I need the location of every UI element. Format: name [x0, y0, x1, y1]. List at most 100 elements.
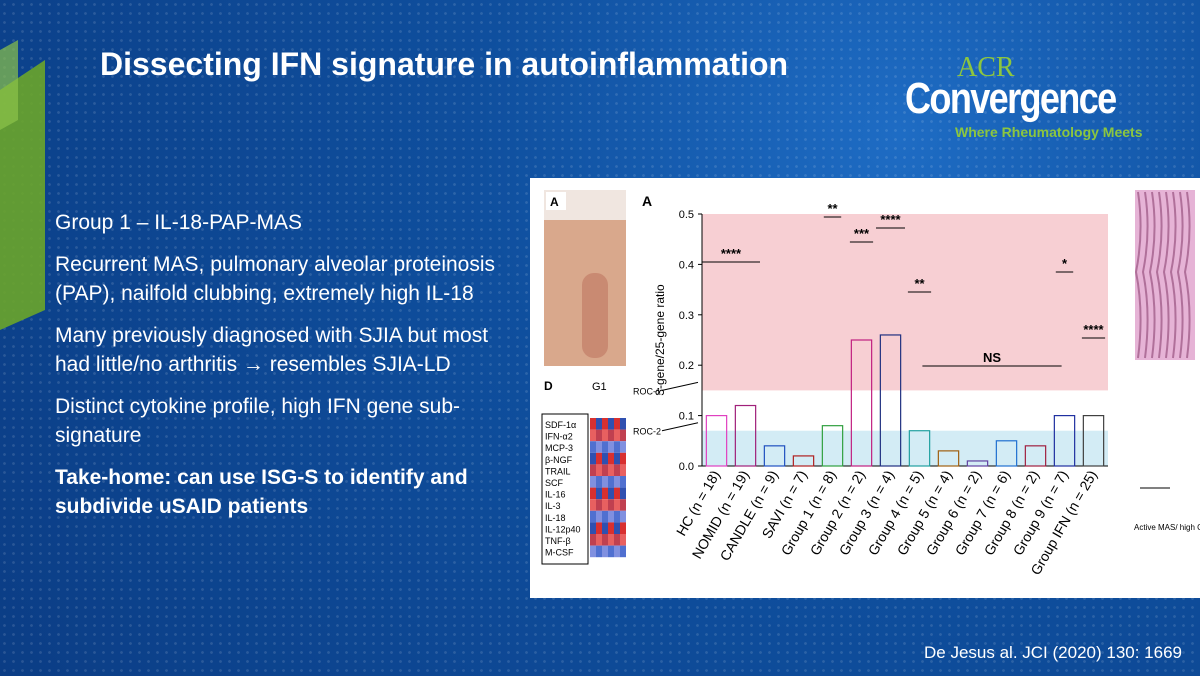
bullet: Distinct cytokine profile, high IFN gene…: [55, 395, 461, 447]
heatmap-row-label: IFN-α2: [545, 432, 573, 442]
heatmap-cell: [602, 510, 608, 523]
heatmap-cell: [608, 441, 614, 453]
heatmap-cell: [608, 452, 614, 465]
heatmap-cell: [602, 464, 608, 476]
side-note: Active MAS/ high CXCL9: [1134, 523, 1200, 532]
significance-label: NS: [983, 350, 1001, 365]
significance-label: ****: [1083, 322, 1104, 337]
heatmap-cell: [620, 545, 626, 558]
heatmap-cell: [596, 476, 602, 488]
bullet: Recurrent MAS, pulmonary alveolar protei…: [55, 253, 496, 305]
heatmap-cell: [620, 452, 626, 465]
heatmap-cell: [608, 545, 614, 558]
slide-title: Dissecting IFN signature in autoinflamma…: [100, 46, 789, 82]
figure: AD G1SDF-1αIFN-α2MCP-3β-NGFTRAILSCFIL-16I…: [530, 178, 1200, 598]
significance-label: ****: [721, 246, 742, 261]
bar: [821, 425, 844, 467]
heatmap-row-label: β-NGF: [545, 455, 573, 465]
heatmap-cell: [602, 452, 608, 465]
heatmap-cell: [608, 499, 614, 511]
citation: De Jesus al. JCI (2020) 130: 1669: [924, 643, 1182, 662]
y-axis-label: 3-gene/25-gene ratio: [653, 284, 667, 396]
heatmap-cell: [602, 487, 608, 500]
heatmap-cell: [620, 510, 626, 523]
heatmap-cell: [602, 499, 608, 511]
heatmap-cell: [614, 418, 620, 430]
panel-label: A: [642, 193, 652, 209]
significance-label: **: [914, 276, 925, 291]
histology-texture: [1155, 191, 1163, 359]
heatmap-cell: [608, 510, 614, 523]
heatmap-cell: [608, 534, 614, 546]
heatmap-cell: [590, 522, 596, 534]
bullet: Many previously diagnosed with SJIA but …: [55, 324, 489, 376]
heatmap-cell: [596, 534, 602, 546]
positive-zone: [702, 214, 1108, 391]
logo-convergence: Convergence: [905, 74, 1117, 123]
heatmap-cell: [602, 429, 608, 442]
panel-label: D: [544, 379, 553, 393]
heatmap-cell: [620, 418, 626, 430]
heatmap-cell: [596, 464, 602, 476]
finger: [582, 273, 608, 358]
heatmap-cell: [614, 487, 620, 500]
bullet-list: Group 1 – IL-18-PAP-MAS Recurrent MAS, pu…: [55, 208, 515, 534]
heatmap-cell: [614, 522, 620, 534]
histology-texture: [1148, 191, 1156, 359]
heatmap-cell: [608, 522, 614, 534]
y-tick-label: 0.2: [679, 360, 694, 372]
y-tick-label: 0.0: [679, 461, 694, 473]
panel-label-box: [546, 192, 566, 210]
heatmap-cell: [590, 418, 596, 430]
heatmap-cell: [614, 452, 620, 465]
heatmap-cell: [614, 534, 620, 546]
heatmap-cell: [602, 545, 608, 558]
heatmap-cell: [596, 522, 602, 534]
heatmap-row-label: IL-12p40: [545, 524, 581, 534]
histology-texture: [1162, 191, 1170, 359]
bar: [995, 440, 1018, 467]
heatmap-cell: [620, 464, 626, 476]
heatmap-cell: [602, 476, 608, 488]
y-tick-label: 0.4: [679, 259, 694, 271]
heatmap-cell: [596, 418, 602, 430]
heatmap-cell: [614, 476, 620, 488]
takeaway: Take-home: can use ISG-S to identify and…: [55, 466, 468, 518]
threshold-arrow: [661, 422, 699, 432]
bar: [734, 404, 757, 467]
heatmap-cell: [620, 487, 626, 500]
heatmap-cell: [602, 418, 608, 430]
heatmap-cell: [614, 464, 620, 476]
heatmap-cell: [608, 476, 614, 488]
panel-label: A: [550, 195, 559, 209]
heatmap-cell: [602, 534, 608, 546]
heatmap-cell: [590, 534, 596, 546]
heatmap-cell: [590, 499, 596, 511]
heatmap-row-label: IL-3: [545, 501, 561, 511]
heatmap-cell: [608, 429, 614, 442]
heatmap-row-label: SDF-1α: [545, 420, 576, 430]
heatmap-cell: [590, 464, 596, 476]
heatmap-row-label: MCP-3: [545, 443, 573, 453]
histology-texture: [1176, 191, 1184, 359]
bar: [1024, 445, 1047, 467]
heatmap-cell: [590, 476, 596, 488]
heatmap-cell: [596, 441, 602, 453]
heatmap-cell: [596, 545, 602, 558]
heatmap-frame: [541, 413, 589, 565]
histology-texture: [1134, 191, 1142, 359]
heatmap-cell: [596, 499, 602, 511]
threshold-arrow: [661, 381, 699, 391]
heatmap-cell: [590, 429, 596, 442]
bullet: Group 1 – IL-18-PAP-MAS: [55, 211, 303, 234]
logo-tagline: Where Rheumatology Meets: [955, 124, 1143, 140]
heatmap-row-label: IL-18: [545, 513, 566, 523]
heatmap-cell: [614, 441, 620, 453]
heatmap-cell: [608, 464, 614, 476]
bar: [1082, 415, 1105, 467]
negative-zone: [702, 430, 1108, 466]
heatmap-cell: [596, 510, 602, 523]
heatmap-cell: [608, 418, 614, 430]
bar: [1053, 415, 1076, 467]
